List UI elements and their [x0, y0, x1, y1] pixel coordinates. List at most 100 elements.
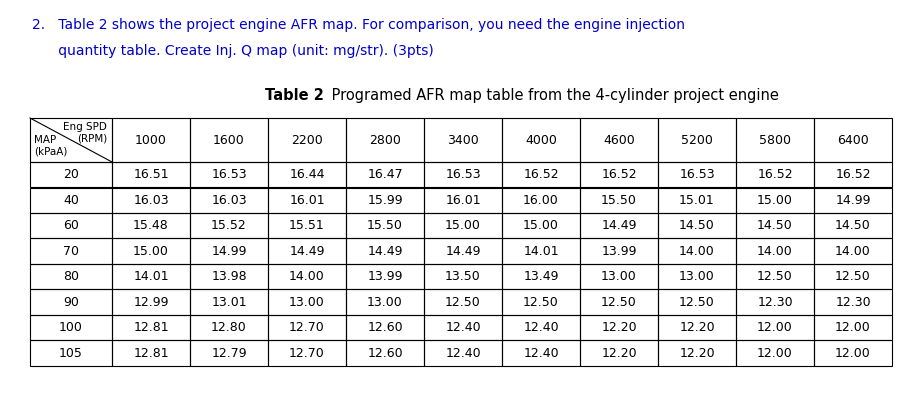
Bar: [190, 315, 268, 341]
Bar: [424, 264, 502, 290]
Text: 13.99: 13.99: [367, 270, 403, 283]
Bar: [112, 290, 190, 315]
Text: 15.00: 15.00: [445, 219, 481, 232]
Bar: [736, 213, 814, 238]
Text: 16.00: 16.00: [523, 194, 559, 207]
Text: 12.20: 12.20: [679, 347, 715, 360]
Text: 12.00: 12.00: [757, 347, 792, 360]
Text: 12.70: 12.70: [289, 321, 325, 334]
Text: 14.49: 14.49: [602, 219, 636, 232]
Text: 13.50: 13.50: [446, 270, 481, 283]
Bar: [502, 341, 580, 366]
Text: 12.99: 12.99: [133, 296, 169, 309]
Bar: [190, 341, 268, 366]
Text: 14.01: 14.01: [133, 270, 169, 283]
Bar: [424, 188, 502, 213]
Bar: [30, 118, 112, 162]
Bar: [658, 264, 736, 290]
Bar: [346, 315, 424, 341]
Text: 14.00: 14.00: [835, 245, 871, 258]
Bar: [580, 315, 658, 341]
Bar: [268, 162, 346, 188]
Bar: [424, 118, 502, 162]
Text: 14.49: 14.49: [289, 245, 325, 258]
Bar: [268, 188, 346, 213]
Text: 14.01: 14.01: [523, 245, 559, 258]
Bar: [190, 118, 268, 162]
Text: 12.30: 12.30: [835, 296, 871, 309]
Text: 13.00: 13.00: [367, 296, 403, 309]
Bar: [658, 213, 736, 238]
Text: 14.49: 14.49: [367, 245, 403, 258]
Text: 15.48: 15.48: [133, 219, 169, 232]
Text: 12.81: 12.81: [133, 321, 169, 334]
Bar: [424, 238, 502, 264]
Bar: [346, 213, 424, 238]
Bar: [580, 213, 658, 238]
Bar: [658, 162, 736, 188]
Bar: [814, 213, 892, 238]
Bar: [112, 264, 190, 290]
Text: 16.53: 16.53: [446, 168, 481, 181]
Bar: [190, 188, 268, 213]
Text: 12.50: 12.50: [523, 296, 559, 309]
Text: 40: 40: [63, 194, 79, 207]
Bar: [424, 341, 502, 366]
Text: 14.49: 14.49: [446, 245, 481, 258]
Bar: [346, 188, 424, 213]
Bar: [190, 213, 268, 238]
Text: 16.47: 16.47: [367, 168, 403, 181]
Text: 15.99: 15.99: [367, 194, 403, 207]
Text: 13.00: 13.00: [601, 270, 637, 283]
Text: 12.30: 12.30: [757, 296, 792, 309]
Bar: [736, 238, 814, 264]
Bar: [658, 290, 736, 315]
Text: 12.60: 12.60: [367, 321, 403, 334]
Bar: [736, 264, 814, 290]
Bar: [268, 290, 346, 315]
Text: 60: 60: [63, 219, 79, 232]
Text: 12.50: 12.50: [835, 270, 871, 283]
Text: quantity table. Create Inj. Q map (unit: mg/str). (3pts): quantity table. Create Inj. Q map (unit:…: [32, 44, 434, 58]
Text: 13.49: 13.49: [523, 270, 559, 283]
Text: 4600: 4600: [603, 134, 635, 146]
Bar: [190, 290, 268, 315]
Bar: [112, 341, 190, 366]
Text: 16.53: 16.53: [679, 168, 715, 181]
Text: 6400: 6400: [837, 134, 869, 146]
Text: 15.50: 15.50: [367, 219, 403, 232]
Text: 16.53: 16.53: [211, 168, 247, 181]
Text: 2200: 2200: [291, 134, 323, 146]
Bar: [658, 315, 736, 341]
Text: 15.01: 15.01: [679, 194, 715, 207]
Text: 12.50: 12.50: [446, 296, 481, 309]
Text: 15.00: 15.00: [133, 245, 169, 258]
Bar: [346, 341, 424, 366]
Text: Table 2: Table 2: [266, 88, 324, 103]
Bar: [814, 341, 892, 366]
Bar: [346, 238, 424, 264]
Text: 1600: 1600: [213, 134, 245, 146]
Bar: [268, 341, 346, 366]
Text: 4000: 4000: [525, 134, 557, 146]
Bar: [814, 315, 892, 341]
Text: 14.50: 14.50: [757, 219, 792, 232]
Bar: [30, 188, 112, 213]
Bar: [502, 162, 580, 188]
Bar: [112, 315, 190, 341]
Bar: [736, 315, 814, 341]
Bar: [736, 341, 814, 366]
Text: 12.40: 12.40: [523, 347, 559, 360]
Bar: [580, 341, 658, 366]
Bar: [502, 118, 580, 162]
Bar: [502, 238, 580, 264]
Text: 12.70: 12.70: [289, 347, 325, 360]
Bar: [658, 341, 736, 366]
Text: 12.00: 12.00: [835, 347, 871, 360]
Text: 14.50: 14.50: [679, 219, 715, 232]
Text: 12.40: 12.40: [446, 321, 481, 334]
Text: 14.50: 14.50: [835, 219, 871, 232]
Text: 16.44: 16.44: [289, 168, 325, 181]
Text: 12.40: 12.40: [446, 347, 481, 360]
Bar: [736, 162, 814, 188]
